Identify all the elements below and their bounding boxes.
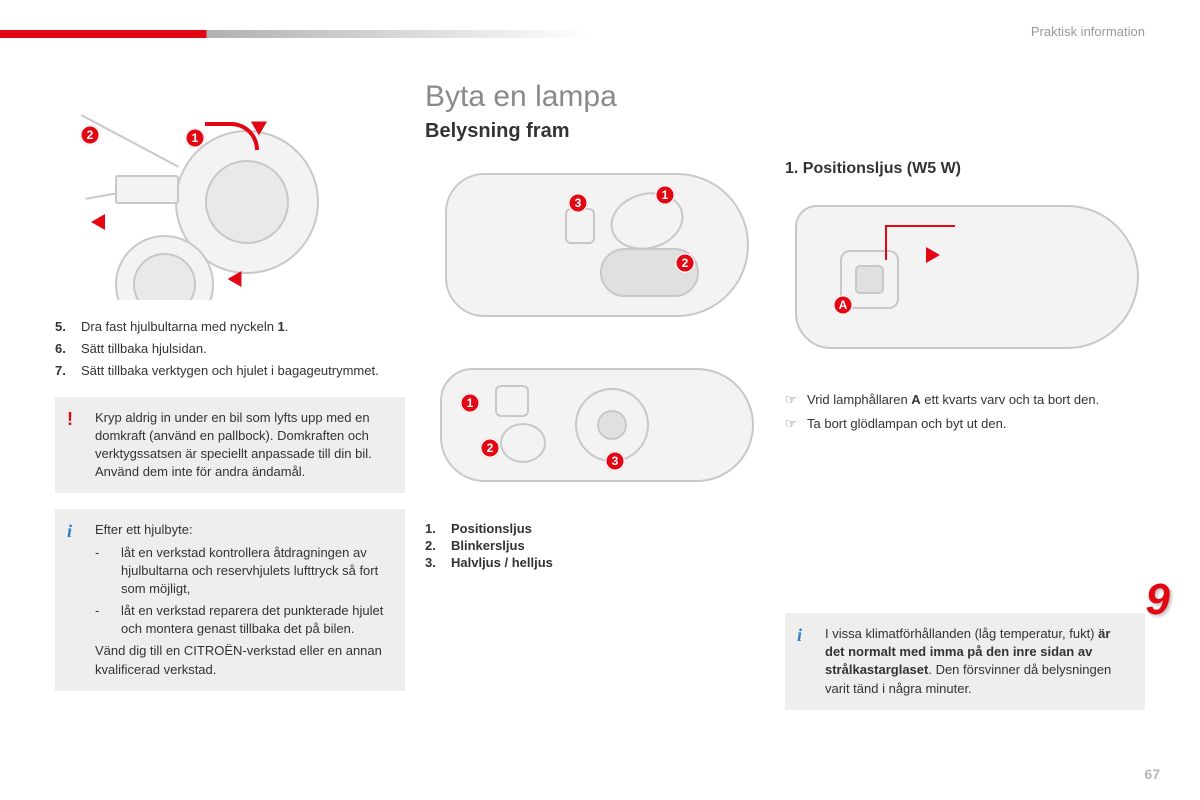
instruction-1: ☞ Vrid lamphållaren A ett kvarts varv oc… — [785, 390, 1145, 410]
illustration-headlamp-rear: 1 2 3 — [425, 153, 765, 328]
column-left: 1 2 5. Dra fast hjulbultarna med nyckeln… — [55, 80, 405, 691]
page-subtitle: Belysning fram — [425, 120, 765, 143]
legend-item-1: 1. Positionsljus — [425, 521, 765, 536]
step-6: 6. Sätt tillbaka hjulsidan. — [55, 340, 405, 358]
step-text: Sätt tillbaka hjulsidan. — [81, 340, 207, 358]
callout-1: 1 — [655, 185, 675, 205]
page-content: 1 2 5. Dra fast hjulbultarna med nyckeln… — [55, 80, 1145, 770]
callout-2: 2 — [480, 438, 500, 458]
section-label: Praktisk information — [1031, 24, 1145, 39]
warning-text: Kryp aldrig in under en bil som lyfts up… — [95, 410, 372, 480]
legend-item-2: 2. Blinkersljus — [425, 538, 765, 553]
instruction-list: ☞ Vrid lamphållaren A ett kvarts varv oc… — [785, 390, 1145, 433]
callout-1: 1 — [460, 393, 480, 413]
info-icon: i — [67, 519, 72, 544]
step-text: Dra fast hjulbultarna med nyckeln 1. — [81, 318, 288, 336]
callout-2: 2 — [80, 125, 100, 145]
info-tail: Vänd dig till en CITROËN-verkstad eller … — [95, 642, 391, 678]
info-icon: i — [797, 623, 802, 648]
legend-list: 1. Positionsljus 2. Blinkersljus 3. Halv… — [425, 521, 765, 570]
instruction-2: ☞ Ta bort glödlampan och byt ut den. — [785, 414, 1145, 434]
page-number: 67 — [1144, 766, 1160, 782]
hand-icon: ☞ — [785, 414, 807, 434]
callout-2: 2 — [675, 253, 695, 273]
warning-icon: ! — [67, 407, 73, 432]
column-middle: Byta en lampa Belysning fram 1 2 3 1 2 3… — [425, 80, 765, 572]
step-5: 5. Dra fast hjulbultarna med nyckeln 1. — [55, 318, 405, 336]
right-step-title: 1. Positionsljus (W5 W) — [785, 160, 1145, 178]
page-title: Byta en lampa — [425, 80, 765, 114]
step-number: 7. — [55, 362, 81, 380]
info-bullet-1: - låt en verkstad kontrollera åtdragning… — [95, 544, 391, 599]
hand-icon: ☞ — [785, 390, 807, 410]
info-box-right: i I vissa klimatförhållanden (låg temper… — [785, 613, 1145, 710]
step-text: Sätt tillbaka verktygen och hjulet i bag… — [81, 362, 379, 380]
column-right: 1. Positionsljus (W5 W) A ☞ Vrid lamphål… — [785, 80, 1145, 710]
info-lead: Efter ett hjulbyte: — [95, 521, 391, 539]
info-bullet-2: - låt en verkstad reparera det punkterad… — [95, 602, 391, 638]
chapter-number: 9 — [1146, 575, 1170, 625]
illustration-wheel-jack: 1 2 — [55, 80, 405, 300]
steps-list: 5. Dra fast hjulbultarna med nyckeln 1. … — [55, 318, 405, 381]
illustration-headlamp-front: 1 2 3 — [425, 353, 765, 493]
callout-1: 1 — [185, 128, 205, 148]
step-7: 7. Sätt tillbaka verktygen och hjulet i … — [55, 362, 405, 380]
step-number: 6. — [55, 340, 81, 358]
callout-3: 3 — [605, 451, 625, 471]
step-number: 5. — [55, 318, 81, 336]
illustration-bulb-holder: A — [785, 190, 1145, 360]
legend-item-3: 3. Halvljus / helljus — [425, 555, 765, 570]
warning-box: ! Kryp aldrig in under en bil som lyfts … — [55, 397, 405, 494]
callout-3: 3 — [568, 193, 588, 213]
callout-a: A — [833, 295, 853, 315]
header-accent-bar — [0, 30, 590, 38]
info-box-left: i Efter ett hjulbyte: - låt en verkstad … — [55, 509, 405, 691]
